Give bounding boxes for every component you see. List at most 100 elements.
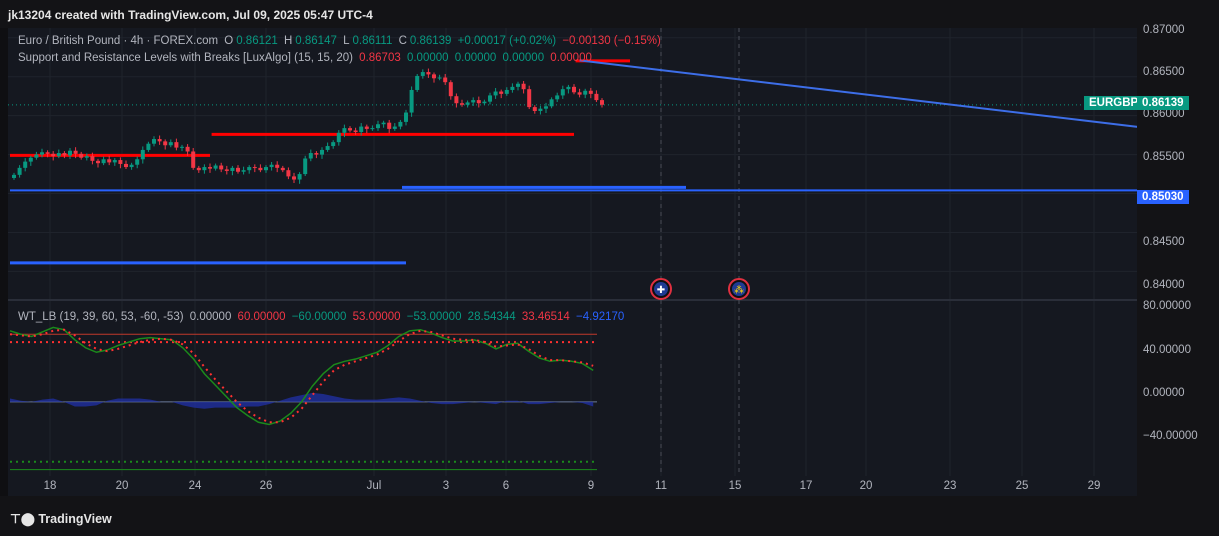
candle-body xyxy=(404,112,408,122)
candle-body xyxy=(544,106,548,109)
candle-body xyxy=(376,124,380,129)
candle-body xyxy=(443,77,448,83)
candle-body xyxy=(359,126,364,133)
candle-body xyxy=(398,121,403,127)
candle-body xyxy=(275,164,280,168)
candle-body xyxy=(224,169,229,171)
candle-body xyxy=(51,153,56,157)
candle-body xyxy=(135,159,140,165)
candle-body xyxy=(107,159,112,163)
price-tick: 0.84000 xyxy=(1143,279,1185,291)
candle-body xyxy=(415,75,420,90)
candle-body xyxy=(118,160,123,164)
indicator2-value-0: 0.00000 xyxy=(189,311,232,323)
candle-body xyxy=(90,156,95,161)
candle-body xyxy=(560,89,565,96)
candle-body xyxy=(62,153,67,156)
time-tick: 15 xyxy=(728,480,742,492)
time-axis[interactable]: 18 20 24 26 Jul 3 6 9 11 15 17 20 23 25 … xyxy=(8,476,1137,496)
indicator1-value-1: 0.00000 xyxy=(406,52,449,64)
candle-body xyxy=(588,90,593,94)
indicator2-value-4: −53.00000 xyxy=(406,311,462,323)
indicator2-value-6: 33.46514 xyxy=(521,311,570,323)
candle-body xyxy=(152,139,156,144)
indicator2-legend[interactable]: WT_LB (19, 39, 60, 53, -60, -53) 0.00000… xyxy=(18,311,627,323)
creator-text: jk13204 created with TradingView.com, Ju… xyxy=(8,8,373,22)
candle-body xyxy=(549,99,554,107)
eu-flag-event-icon[interactable]: ⁂ xyxy=(728,278,750,300)
candle-body xyxy=(488,95,492,102)
candle-body xyxy=(17,167,22,175)
candle-body xyxy=(230,167,235,171)
candle-body xyxy=(583,90,588,95)
uk-flag-event-icon[interactable]: ✚ xyxy=(650,278,672,300)
candle-body xyxy=(348,128,352,131)
symbol-name: Euro / British Pound · 4h · FOREX.com xyxy=(18,35,219,47)
level-badge: 0.85030 xyxy=(1137,190,1189,204)
high-value: 0.86147 xyxy=(295,35,337,47)
tradingview-logo[interactable]: ⊤⬤ TradingView xyxy=(10,511,112,526)
candle-body xyxy=(12,174,16,178)
candle-body xyxy=(555,95,560,100)
candle-body xyxy=(56,153,61,157)
price-tick: 0.84500 xyxy=(1143,236,1185,248)
candle-body xyxy=(426,72,431,75)
indicator2-name: WT_LB (19, 39, 60, 53, -60, -53) xyxy=(18,311,184,323)
candle-body xyxy=(23,161,28,168)
candle-body xyxy=(68,150,72,156)
osc-wt2-line xyxy=(9,328,594,424)
time-tick: 29 xyxy=(1087,480,1101,492)
candle-body xyxy=(185,146,190,152)
indicator1-value-4: 0.00000 xyxy=(550,52,592,64)
candle-body xyxy=(124,163,128,168)
candle-body xyxy=(247,167,252,171)
indicator2-value-3: 53.00000 xyxy=(352,311,401,323)
candle-body xyxy=(28,157,33,162)
candle-body xyxy=(308,153,313,159)
candle-body xyxy=(40,152,44,155)
low-label: L xyxy=(343,35,350,47)
candle-body xyxy=(252,167,257,169)
osc-tick: 40.00000 xyxy=(1143,344,1191,356)
indicator2-value-7: −4.92170 xyxy=(576,311,625,323)
indicator2-value-2: −60.00000 xyxy=(291,311,347,323)
symbol-badge: EURGBP xyxy=(1084,96,1144,110)
candle-body xyxy=(286,170,291,177)
candle-body xyxy=(219,165,224,170)
candle-body xyxy=(84,156,89,158)
candle-body xyxy=(493,91,498,96)
candle-body xyxy=(521,83,526,90)
candle-body xyxy=(269,164,274,168)
indicator1-legend[interactable]: Support and Resistance Levels with Break… xyxy=(18,52,595,64)
candle-body xyxy=(303,158,308,175)
osc-tick: 80.00000 xyxy=(1143,300,1191,312)
candle-body xyxy=(432,74,436,79)
time-tick: 20 xyxy=(115,480,129,492)
candle-body xyxy=(471,100,476,103)
candle-body xyxy=(96,160,100,164)
open-label: O xyxy=(224,35,234,47)
candle-body xyxy=(280,167,285,171)
candle-body xyxy=(331,142,336,147)
candle-body xyxy=(174,142,179,148)
time-tick: 25 xyxy=(1015,480,1029,492)
events[interactable]: ✚ ⁂ xyxy=(650,278,750,300)
close-label: C xyxy=(398,35,407,47)
candle-body xyxy=(140,149,145,160)
candle-body xyxy=(420,72,425,76)
osc-wt1-line xyxy=(9,326,594,426)
candle-body xyxy=(196,167,201,171)
indicator1-value-3: 0.00000 xyxy=(502,52,545,64)
candle-body xyxy=(168,142,173,146)
candle-body xyxy=(297,174,302,180)
open-value: 0.86121 xyxy=(236,35,278,47)
candle-body xyxy=(342,128,347,133)
candle-body xyxy=(448,82,453,97)
candle-body xyxy=(516,83,520,87)
candle-body xyxy=(532,107,537,111)
candle-body xyxy=(409,89,414,113)
indicator1-value-0: 0.86703 xyxy=(359,52,401,64)
candle-body xyxy=(510,86,515,90)
